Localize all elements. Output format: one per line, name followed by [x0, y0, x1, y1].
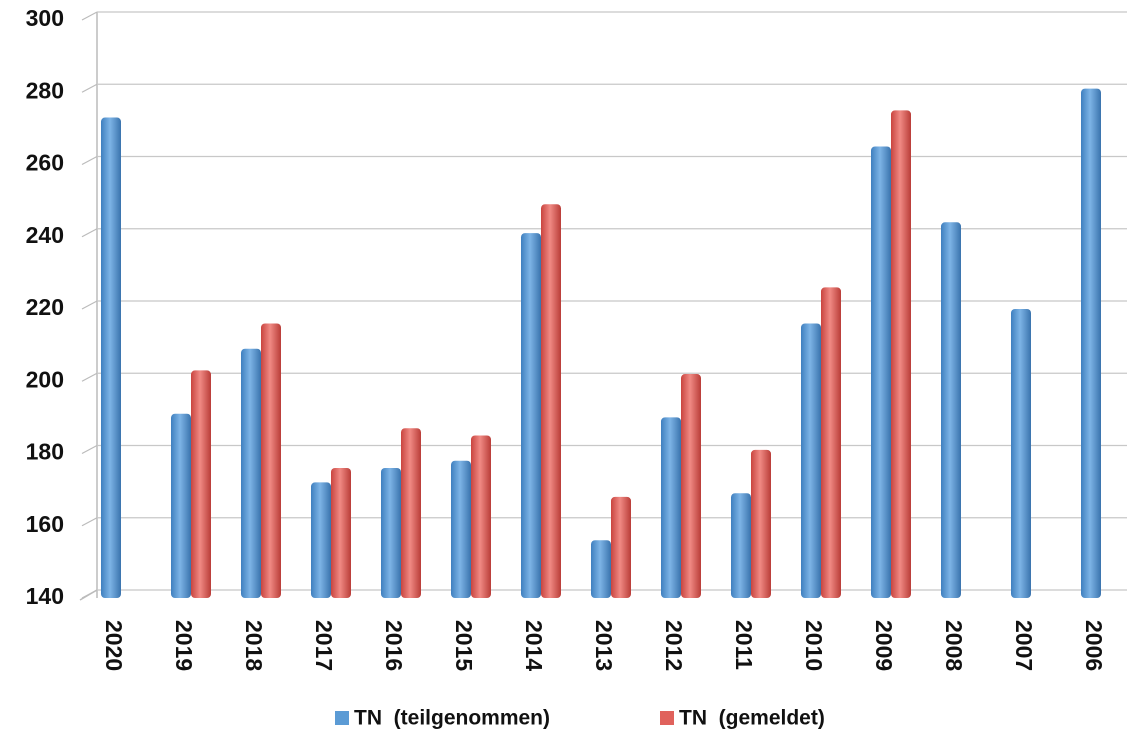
- y-tick-label: 160: [26, 511, 64, 537]
- bar: [801, 323, 821, 598]
- bar: [541, 204, 561, 599]
- x-tick-label: 2017: [311, 620, 337, 671]
- bar: [681, 374, 701, 598]
- y-tick-label: 140: [26, 583, 64, 609]
- bar: [1081, 88, 1101, 598]
- legend-swatch: [660, 711, 674, 725]
- x-tick-label: 2015: [451, 620, 477, 671]
- x-tick-label: 2020: [101, 620, 127, 671]
- bar: [401, 428, 421, 598]
- x-tick-label: 2010: [801, 620, 827, 671]
- bar: [471, 435, 491, 598]
- bar: [1011, 309, 1031, 598]
- tick-mark: [81, 517, 98, 527]
- legend-swatch: [335, 711, 349, 725]
- y-tick-label: 200: [26, 366, 64, 392]
- bar: [891, 110, 911, 598]
- tick-mark: [81, 228, 98, 238]
- legend-label: TN (gemeldet): [679, 707, 825, 730]
- bar: [661, 417, 681, 598]
- x-tick-label: 2016: [381, 620, 407, 671]
- bar: [101, 117, 121, 598]
- x-tick-label: 2014: [521, 620, 547, 671]
- tick-mark: [81, 155, 98, 166]
- bar: [591, 540, 611, 598]
- bar: [871, 146, 891, 598]
- bar: [331, 467, 351, 598]
- y-tick-label: 240: [26, 222, 64, 248]
- y-tick-label: 280: [26, 77, 64, 103]
- x-tick-label: 2011: [731, 620, 757, 670]
- tick-mark: [81, 11, 98, 21]
- x-tick-label: 2018: [241, 620, 267, 671]
- y-tick-label: 220: [26, 294, 64, 320]
- bar: [451, 460, 471, 598]
- y-tick-label: 260: [26, 150, 64, 176]
- tick-mark: [81, 444, 98, 455]
- bar: [171, 413, 191, 598]
- bar: [241, 348, 261, 598]
- y-tick-label: 300: [26, 5, 64, 31]
- bar: [731, 493, 751, 598]
- bar: [311, 482, 331, 598]
- x-tick-label: 2008: [941, 620, 967, 671]
- bar: [751, 449, 771, 598]
- x-tick-label: 2009: [871, 620, 897, 671]
- bar: [611, 496, 631, 598]
- tick-mark: [81, 372, 98, 382]
- bar: [821, 287, 841, 598]
- bar: [191, 370, 211, 598]
- bar: [941, 222, 961, 599]
- x-tick-label: 2006: [1081, 620, 1107, 671]
- x-tick-label: 2007: [1011, 620, 1037, 671]
- x-tick-label: 2013: [591, 620, 617, 671]
- tick-mark: [81, 83, 98, 93]
- x-tick-label: 2012: [661, 620, 687, 671]
- legend-label: TN (teilgenommen): [354, 707, 550, 730]
- tick-mark: [81, 300, 98, 310]
- y-tick-label: 180: [26, 439, 64, 465]
- tick-mark: [81, 589, 98, 599]
- bar: [261, 323, 281, 598]
- x-tick-label: 2019: [171, 620, 197, 671]
- bar: [521, 233, 541, 598]
- bar: [381, 467, 401, 598]
